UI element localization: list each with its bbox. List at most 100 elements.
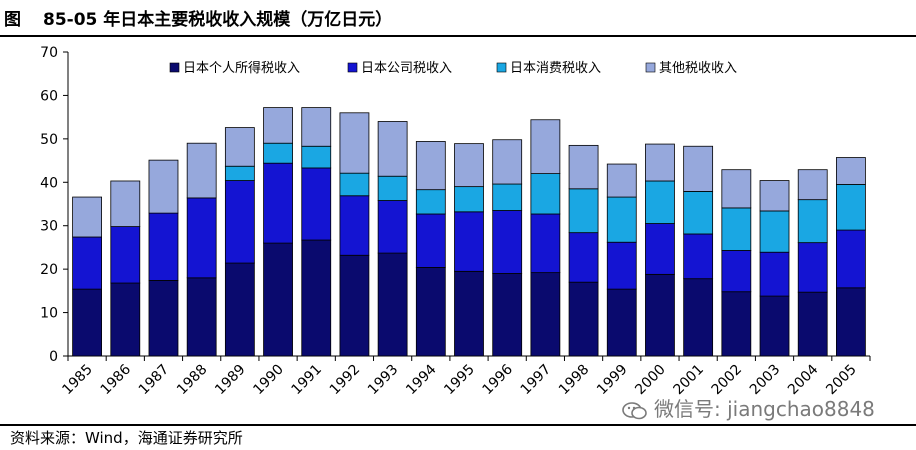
watermark-text: 微信号: jiangchao8848 (654, 397, 875, 421)
bar-segment (645, 143, 675, 182)
bar-segment (415, 189, 446, 215)
source-rule (0, 424, 916, 426)
legend-swatch (645, 62, 656, 73)
x-tick-label: 1995 (441, 362, 478, 399)
bar-segment (301, 145, 332, 169)
x-tick-label: 1991 (289, 362, 326, 399)
bar-segment (492, 183, 523, 211)
figure-title-text: 年日本主要税收收入规模（万亿日元） (103, 10, 393, 30)
bar-segment (72, 236, 102, 290)
x-tick-label: 1994 (403, 361, 440, 398)
bar-segment (836, 287, 866, 357)
bar-segment (377, 121, 408, 177)
x-tick-label: 1987 (136, 362, 173, 399)
bar-segment (606, 163, 637, 198)
bar-segment (492, 210, 523, 274)
bar-segment (301, 107, 332, 147)
bar-segment (377, 200, 408, 254)
bar-segment (224, 127, 255, 167)
bar-segment (645, 273, 675, 357)
bar-segment (148, 280, 179, 357)
bar-segment (339, 172, 370, 197)
legend-swatch (347, 62, 358, 73)
bar-segment (377, 175, 408, 201)
bar-segment (836, 229, 866, 289)
bar-segment (186, 142, 217, 199)
watermark: 微信号: jiangchao8848 (622, 393, 875, 422)
bar-segment (759, 210, 790, 253)
source-note: 资料来源：Wind，海通证券研究所 (10, 429, 243, 447)
legend-swatch (496, 62, 507, 73)
x-tick-label: 1998 (556, 362, 593, 399)
bar-segment (683, 145, 714, 192)
bar-segment (530, 119, 561, 174)
bar-segment (148, 159, 179, 214)
bar-segment (339, 112, 370, 174)
bar-segment (797, 291, 828, 357)
legend-label: 日本个人所得税收入 (183, 60, 300, 76)
figure-label: 图 (4, 10, 21, 30)
bar-segment (224, 180, 255, 264)
wechat-icon (622, 401, 647, 419)
bar-segment (721, 250, 752, 293)
bar-segment (415, 141, 446, 191)
figure-title: 图 85-05 年日本主要税收收入规模（万亿日元） (4, 5, 392, 30)
x-tick-label: 1996 (480, 361, 517, 398)
bar-segment (568, 144, 599, 190)
figure-number: 85-05 (43, 10, 98, 30)
bar-segment (759, 251, 790, 297)
bar-segment (759, 295, 790, 357)
bar-segment (797, 169, 828, 201)
bar-segment (683, 191, 714, 235)
bar-segment (186, 197, 217, 279)
bar-segment (415, 267, 446, 357)
bar-segment (530, 173, 561, 215)
bar-segment (683, 278, 714, 357)
bar-segment (72, 196, 102, 238)
bar-segment (224, 262, 255, 357)
bar-segment (301, 239, 332, 357)
bar-segment (797, 242, 828, 293)
x-tick-label: 1992 (327, 362, 364, 399)
bar-segment (263, 242, 293, 357)
bar-segment (797, 199, 828, 244)
y-tick-label: 60 (40, 88, 58, 104)
bar-segment (339, 254, 370, 357)
x-tick-label: 1985 (59, 362, 96, 399)
y-tick-label: 10 (40, 306, 58, 322)
bar-segment (836, 184, 866, 231)
bar-segment (568, 232, 599, 283)
x-tick-label: 1997 (518, 362, 555, 399)
y-tick-label: 40 (40, 175, 58, 191)
bar-segment (454, 186, 484, 213)
y-tick-label: 30 (40, 219, 58, 235)
bar-segment (721, 169, 752, 209)
bar-segment (415, 213, 446, 268)
bar-segment (339, 195, 370, 256)
bar-segment (530, 213, 561, 274)
bar-segment (301, 167, 332, 241)
x-tick-label: 1990 (250, 362, 287, 399)
bar-segment (492, 139, 523, 185)
bar-segment (606, 288, 637, 357)
bar-segment (759, 180, 790, 212)
y-tick-label: 70 (40, 45, 58, 61)
bar-segment (148, 212, 179, 281)
bar-segment (263, 162, 293, 244)
bar-segment (224, 165, 255, 181)
x-tick-label: 1986 (98, 361, 135, 398)
bar-segment (645, 180, 675, 224)
bar-segment (606, 196, 637, 243)
y-tick-label: 50 (40, 132, 58, 148)
bar-segment (454, 270, 484, 357)
bar-segment (683, 233, 714, 280)
bar-segment (721, 291, 752, 357)
legend-label: 其他税收收入 (659, 61, 737, 76)
bar-segment (454, 143, 484, 188)
bar-segment (454, 211, 484, 272)
legend-label: 日本消费税收入 (510, 61, 601, 76)
bar-segment (645, 223, 675, 275)
y-tick-label: 0 (49, 349, 58, 365)
x-tick-label: 1993 (365, 362, 402, 399)
